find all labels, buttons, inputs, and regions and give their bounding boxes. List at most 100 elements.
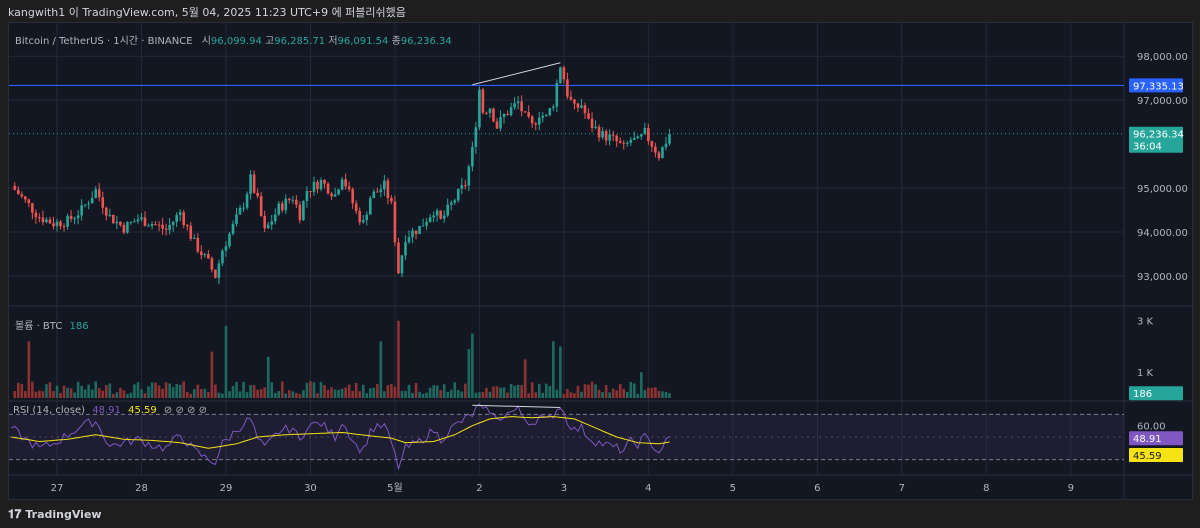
time-tick-label-11: 8 bbox=[983, 483, 989, 494]
candle-body-66 bbox=[245, 193, 249, 208]
candle-body-103 bbox=[376, 191, 379, 193]
candle-body-127 bbox=[460, 185, 464, 189]
volume-bar-150 bbox=[541, 392, 545, 398]
candle-body-72 bbox=[266, 224, 270, 229]
volume-bar-79 bbox=[291, 391, 295, 398]
time-tick-label-2: 29 bbox=[220, 483, 233, 494]
publish-caption-bar: kangwith1 이 TradingView.com, 5월 04, 2025… bbox=[0, 0, 1200, 22]
candle-body-77 bbox=[284, 198, 288, 211]
candle-body-118 bbox=[428, 217, 432, 222]
candle-body-58 bbox=[217, 263, 221, 278]
candle-body-25 bbox=[101, 197, 105, 208]
candle-body-146 bbox=[527, 112, 530, 117]
candle-body-125 bbox=[453, 200, 457, 203]
volume-bar-57 bbox=[214, 384, 217, 398]
candle-body-16 bbox=[69, 215, 73, 220]
volume-bar-111 bbox=[404, 390, 407, 398]
candle-body-30 bbox=[119, 221, 122, 225]
volume-bar-86 bbox=[316, 393, 319, 398]
volume-tick-label-0: 3 K bbox=[1137, 317, 1154, 328]
volume-last-text-0: 186 bbox=[1133, 389, 1152, 400]
candle-body-43 bbox=[164, 228, 168, 230]
close-label: 종 bbox=[391, 36, 401, 47]
candle-body-169 bbox=[608, 134, 611, 141]
candle-body-101 bbox=[368, 198, 372, 215]
candle-body-78 bbox=[288, 198, 291, 201]
candle-body-102 bbox=[372, 191, 376, 199]
volume-bar-26 bbox=[104, 385, 108, 398]
volume-bar-116 bbox=[421, 393, 425, 398]
candle-body-56 bbox=[210, 258, 214, 270]
price-tick-label-1: 97,000.00 bbox=[1137, 96, 1188, 107]
volume-bar-4 bbox=[27, 341, 31, 398]
volume-bar-63 bbox=[235, 381, 238, 398]
volume-bar-60 bbox=[224, 325, 228, 398]
volume-bar-181 bbox=[650, 387, 654, 398]
volume-bar-64 bbox=[238, 391, 242, 398]
candle-body-186 bbox=[668, 134, 671, 144]
candle-body-79 bbox=[291, 199, 295, 201]
candle-body-156 bbox=[562, 67, 566, 80]
volume-bar-58 bbox=[217, 392, 221, 398]
time-tick-label-5: 2 bbox=[476, 483, 482, 494]
volume-bar-75 bbox=[277, 390, 281, 398]
volume-bar-175 bbox=[629, 381, 633, 398]
candle-body-167 bbox=[601, 131, 604, 138]
candle-body-71 bbox=[263, 216, 266, 229]
volume-bar-27 bbox=[108, 383, 112, 398]
volume-bar-147 bbox=[530, 382, 534, 398]
volume-bar-14 bbox=[62, 385, 66, 398]
volume-last-badge bbox=[1129, 386, 1183, 401]
volume-bar-179 bbox=[643, 390, 647, 398]
rsi-ma-legend-value: 45.59 bbox=[128, 405, 157, 416]
volume-bar-163 bbox=[587, 384, 590, 398]
candle-body-172 bbox=[618, 141, 622, 143]
volume-bar-47 bbox=[178, 384, 182, 398]
volume-bar-109 bbox=[397, 320, 400, 398]
volume-bar-28 bbox=[112, 393, 115, 398]
candle-body-42 bbox=[161, 224, 164, 229]
candle-body-44 bbox=[168, 224, 171, 230]
volume-bar-70 bbox=[259, 389, 263, 398]
candle-body-174 bbox=[625, 142, 629, 144]
volume-bar-40 bbox=[154, 382, 157, 398]
candle-body-40 bbox=[154, 223, 157, 225]
volume-bar-98 bbox=[358, 391, 362, 398]
volume-bar-183 bbox=[657, 390, 661, 398]
time-tick-label-4: 5월 bbox=[387, 482, 403, 494]
volume-bar-153 bbox=[552, 341, 555, 398]
candle-body-62 bbox=[231, 223, 235, 234]
volume-bar-136 bbox=[492, 386, 495, 398]
candle-body-115 bbox=[418, 225, 421, 235]
candle-body-138 bbox=[499, 117, 502, 129]
chart-svg[interactable]: 98,000.00 97,000.00 95,000.00 94,000.00 93,0… bbox=[9, 23, 1194, 501]
candle-body-176 bbox=[632, 138, 636, 140]
candle-body-82 bbox=[302, 201, 305, 221]
volume-bar-159 bbox=[573, 393, 576, 398]
candle-body-162 bbox=[583, 105, 587, 114]
volume-bar-124 bbox=[449, 389, 453, 398]
rsi-visibility-icons[interactable]: ⊘ ⊘ ⊘ ⊘ bbox=[163, 405, 207, 416]
candle-body-53 bbox=[200, 251, 203, 256]
chart-area[interactable]: 98,000.00 97,000.00 95,000.00 94,000.00 93,0… bbox=[8, 22, 1194, 501]
tradingview-logo[interactable]: 𝟏𝟕 TradingView bbox=[8, 507, 102, 522]
volume-bar-145 bbox=[523, 359, 527, 398]
candle-body-121 bbox=[439, 210, 442, 219]
volume-bar-52 bbox=[196, 384, 200, 398]
volume-bar-110 bbox=[400, 391, 404, 398]
candle-body-180 bbox=[647, 127, 650, 142]
candle-body-111 bbox=[404, 242, 407, 256]
time-tick-label-0: 27 bbox=[51, 483, 64, 494]
candle-body-145 bbox=[523, 111, 527, 113]
candle-body-178 bbox=[640, 134, 643, 137]
volume-bar-66 bbox=[245, 392, 249, 398]
candle-body-26 bbox=[104, 207, 108, 216]
last-price-text-1: 36:04 bbox=[1133, 142, 1162, 153]
candle-body-12 bbox=[55, 221, 59, 227]
candle-body-41 bbox=[157, 224, 161, 226]
time-tick-label-8: 5 bbox=[730, 483, 736, 494]
candle-body-90 bbox=[330, 193, 333, 197]
volume-legend-value: 186 bbox=[69, 321, 89, 332]
time-tick-label-10: 7 bbox=[899, 483, 905, 494]
candle-body-133 bbox=[481, 89, 485, 113]
